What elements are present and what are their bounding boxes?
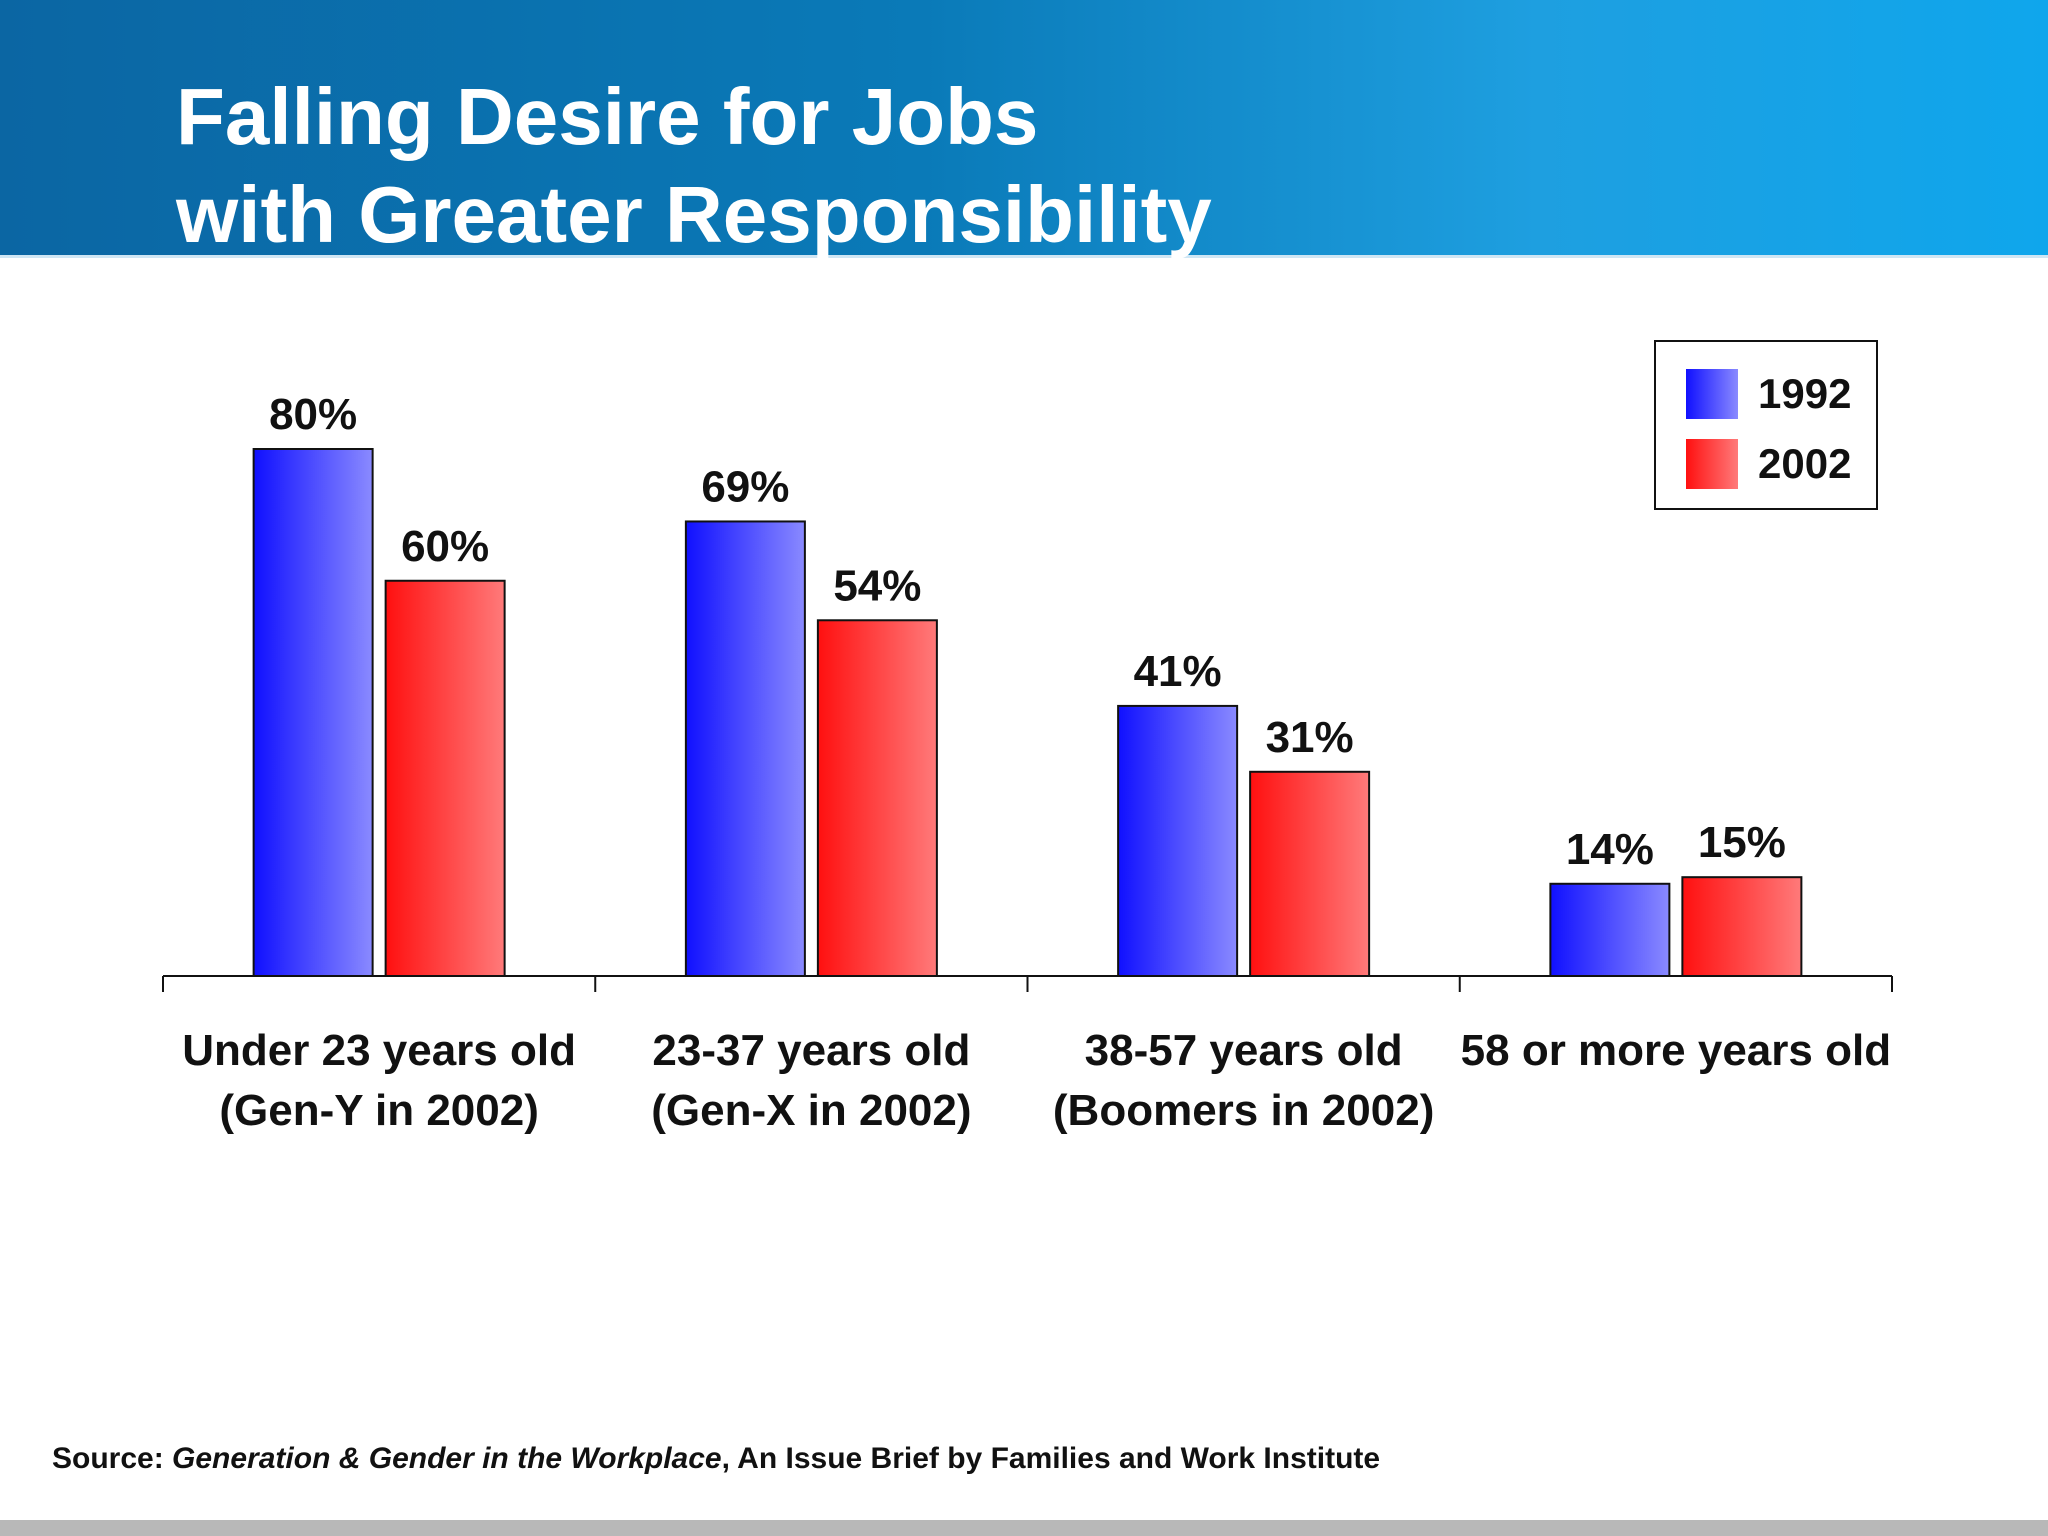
bar-value-label-1992-2: 41%	[1134, 647, 1222, 696]
chart-legend: 1992 2002	[1654, 340, 1878, 510]
slide-title-line-1: Falling Desire for Jobs	[176, 72, 1039, 161]
bar-value-label-2002-1: 54%	[833, 561, 921, 610]
bar-2002-1	[816, 619, 938, 978]
source-title: Generation & Gender in the Workplace	[172, 1442, 722, 1475]
source-suffix: , An Issue Brief by Families and Work In…	[721, 1442, 1381, 1475]
category-label-2-line-1: (Boomers in 2002)	[1053, 1086, 1434, 1135]
legend-item-2002: 2002	[1686, 438, 1851, 490]
bar-2002-2	[1249, 770, 1371, 977]
bar-value-label-2002-0: 60%	[401, 522, 489, 571]
bars-layer	[252, 448, 1803, 978]
source-citation: Source: Generation & Gender in the Workp…	[52, 1442, 1380, 1476]
category-label-3-line-0: 58 or more years old	[1461, 1026, 1891, 1075]
legend-item-1992: 1992	[1686, 368, 1851, 420]
bar-value-label-1992-1: 69%	[701, 462, 789, 511]
bar-value-label-2002-3: 15%	[1698, 818, 1786, 867]
slide-title-line-2: with Greater Responsibility	[176, 170, 1212, 259]
category-label-0-line-0: Under 23 years old	[182, 1026, 576, 1075]
bar-value-label-1992-3: 14%	[1566, 825, 1654, 874]
legend-label-1992: 1992	[1758, 370, 1852, 417]
bar-1992-2	[1117, 704, 1239, 977]
bar-value-label-2002-2: 31%	[1266, 713, 1354, 762]
legend-swatch-2002	[1686, 439, 1738, 489]
header-band	[0, 0, 2048, 258]
x-axis	[162, 975, 1893, 992]
labels-layer: 80% 60% Under 23 years old (Gen-Y in 2002) 6…	[182, 390, 1891, 1135]
bar-1992-0	[252, 448, 374, 977]
category-label-2-line-0: 38-57 years old	[1085, 1026, 1403, 1075]
category-label-0-line-1: (Gen-Y in 2002)	[219, 1086, 539, 1135]
category-label-1-line-1: (Gen-X in 2002)	[651, 1086, 971, 1135]
bar-1992-1	[684, 520, 806, 978]
source-prefix: Source:	[52, 1442, 173, 1475]
bar-2002-3	[1681, 876, 1803, 977]
category-label-1-line-0: 23-37 years old	[652, 1026, 970, 1075]
bar-1992-3	[1549, 882, 1671, 978]
bar-2002-0	[384, 579, 506, 977]
legend-swatch-1992	[1686, 369, 1738, 419]
bar-value-label-1992-0: 80%	[269, 390, 357, 439]
footer-bar	[0, 1520, 2048, 1536]
legend-label-2002: 2002	[1758, 440, 1852, 487]
